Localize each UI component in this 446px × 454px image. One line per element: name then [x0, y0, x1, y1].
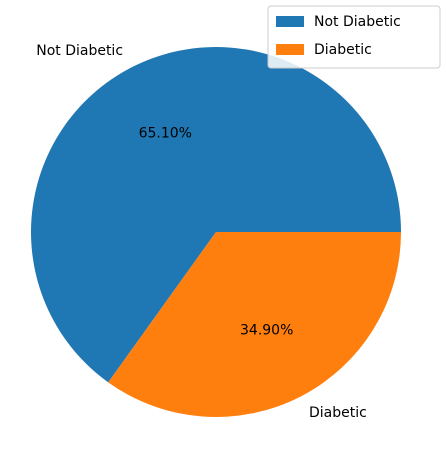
pct-label-not-diabetic: 65.10% — [139, 125, 192, 141]
legend-label-diabetic: Diabetic — [314, 42, 372, 58]
pie-slice-diabetic — [108, 232, 401, 418]
pct-label-diabetic: 34.90% — [240, 323, 293, 339]
legend: Not Diabetic Diabetic — [267, 5, 441, 69]
legend-swatch-diabetic — [276, 44, 304, 55]
pie-slice-not-diabetic — [30, 47, 401, 383]
slice-label-diabetic: Diabetic — [309, 405, 367, 421]
legend-frame — [267, 5, 441, 69]
legend-label-not-diabetic: Not Diabetic — [314, 14, 401, 30]
slice-label-not-diabetic: Not Diabetic — [36, 43, 123, 59]
pie-labels: 65.10% Not Diabetic 34.90% Diabetic — [36, 43, 367, 421]
pie-slices — [30, 47, 401, 418]
legend-swatch-not-diabetic — [276, 16, 304, 27]
